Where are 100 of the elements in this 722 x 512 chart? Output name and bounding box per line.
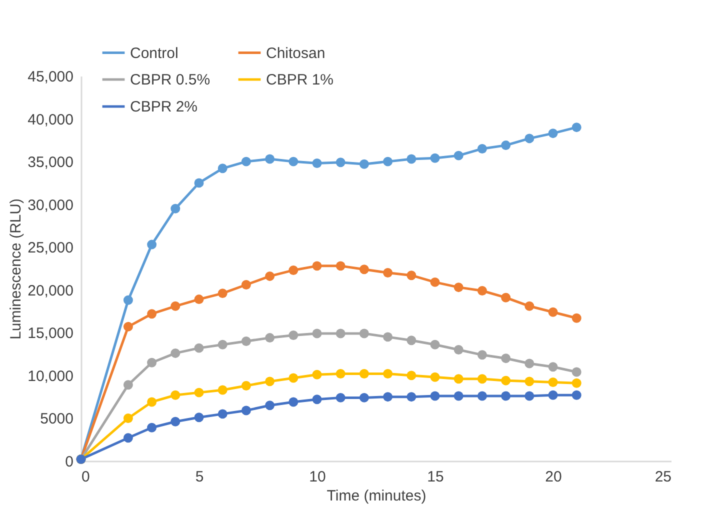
point — [548, 128, 558, 138]
y-tick-label: 45,000 — [28, 68, 74, 86]
point — [430, 340, 440, 350]
point — [170, 204, 180, 214]
point — [241, 336, 251, 346]
point — [170, 301, 180, 311]
point — [548, 307, 558, 317]
point — [265, 154, 275, 164]
y-axis-title: Luminescence (RLU) — [8, 198, 25, 340]
point — [170, 348, 180, 358]
point — [501, 292, 511, 302]
point — [524, 358, 534, 368]
point — [218, 409, 228, 419]
point — [123, 433, 133, 443]
y-tick-label: 40,000 — [28, 111, 74, 128]
point — [312, 158, 322, 168]
point — [241, 380, 251, 390]
point — [359, 264, 369, 274]
y-tick-label: 30,000 — [28, 196, 74, 214]
point — [336, 328, 346, 338]
point — [548, 378, 558, 388]
point — [265, 333, 275, 343]
point — [218, 340, 228, 350]
point — [123, 380, 133, 390]
point — [548, 390, 558, 400]
point — [501, 376, 511, 386]
x-axis-title: Time (minutes) — [326, 488, 426, 504]
point — [430, 277, 440, 287]
point — [218, 288, 228, 298]
point — [312, 370, 322, 380]
point — [288, 397, 298, 407]
point — [383, 156, 393, 166]
point — [194, 388, 204, 398]
point — [194, 178, 204, 188]
x-tick-label: 15 — [427, 468, 444, 486]
point — [501, 140, 511, 150]
point — [406, 370, 416, 380]
point — [524, 301, 534, 311]
point — [572, 313, 582, 323]
legend-label: Control — [130, 44, 178, 62]
point — [265, 271, 275, 281]
point — [383, 369, 393, 378]
x-tick-label: 20 — [545, 468, 562, 486]
y-tick-label: 25,000 — [28, 240, 74, 257]
point — [406, 270, 416, 280]
point — [123, 413, 133, 423]
y-tick-label: 15,000 — [28, 325, 74, 342]
legend-label: Chitosan — [266, 44, 326, 62]
point — [501, 391, 511, 401]
point — [336, 369, 346, 378]
point — [359, 369, 369, 378]
point — [336, 158, 346, 168]
point — [218, 164, 228, 174]
y-tick-label: 5000 — [40, 410, 74, 428]
point — [477, 144, 487, 154]
legend-label: CBPR 1% — [266, 72, 334, 88]
y-tick-label: 0 — [65, 454, 74, 470]
x-tick-label: 0 — [82, 468, 90, 486]
point — [359, 159, 369, 169]
point — [524, 376, 534, 386]
point — [548, 362, 558, 372]
x-tick-label: 10 — [309, 468, 326, 486]
point — [288, 330, 298, 340]
point — [147, 397, 157, 407]
point — [383, 392, 393, 402]
point — [288, 265, 298, 275]
point — [147, 240, 157, 250]
point — [241, 406, 251, 416]
point — [383, 332, 393, 342]
point — [477, 350, 487, 360]
point — [572, 390, 582, 400]
point — [194, 343, 204, 353]
point — [312, 328, 322, 338]
point — [406, 392, 416, 402]
x-tick-label: 5 — [195, 468, 204, 486]
point — [288, 156, 298, 166]
point — [572, 378, 582, 388]
point — [430, 391, 440, 401]
point — [454, 150, 464, 160]
point — [194, 294, 204, 304]
point — [265, 376, 275, 386]
point — [170, 390, 180, 400]
point — [406, 336, 416, 346]
point — [194, 412, 204, 422]
point — [430, 372, 440, 382]
x-tick-label: 25 — [654, 468, 672, 486]
point — [454, 374, 464, 384]
point — [336, 261, 346, 271]
point — [265, 400, 275, 410]
point — [123, 322, 133, 332]
point — [147, 358, 157, 368]
point — [524, 134, 534, 144]
point — [454, 391, 464, 401]
point — [312, 261, 322, 271]
point — [359, 328, 369, 338]
point — [288, 373, 298, 383]
legend-label: CBPR 0.5% — [130, 72, 210, 88]
point — [241, 156, 251, 166]
point — [123, 295, 133, 305]
point — [147, 309, 157, 319]
